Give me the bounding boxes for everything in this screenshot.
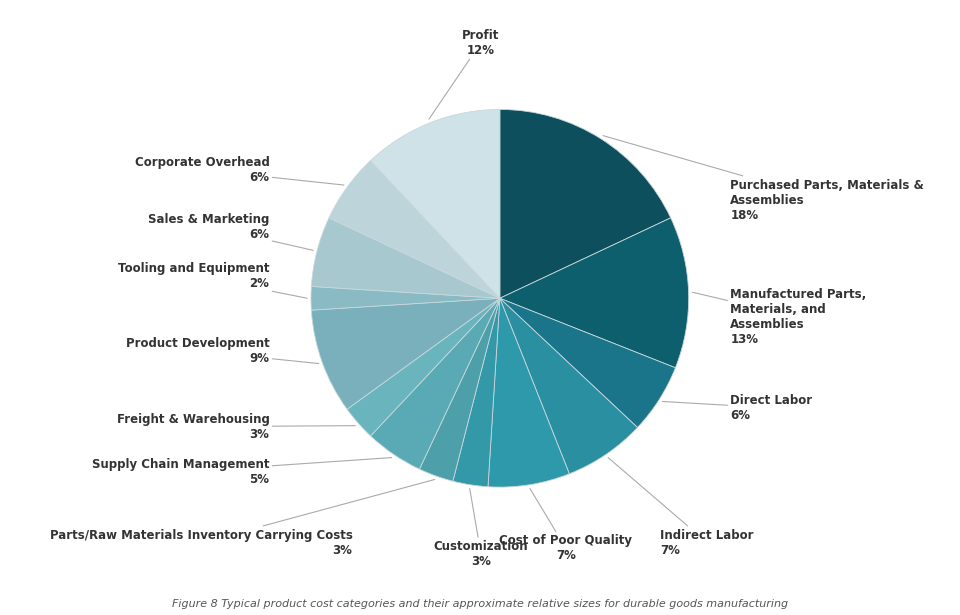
Text: Product Development
9%: Product Development 9% [126,337,319,365]
Wedge shape [500,109,671,298]
Text: Freight & Warehousing
3%: Freight & Warehousing 3% [116,413,355,441]
Wedge shape [420,298,500,481]
Wedge shape [348,298,500,436]
Wedge shape [311,218,500,298]
Text: Parts/Raw Materials Inventory Carrying Costs
3%: Parts/Raw Materials Inventory Carrying C… [50,480,435,557]
Text: Purchased Parts, Materials &
Assemblies
18%: Purchased Parts, Materials & Assemblies … [603,136,924,221]
Wedge shape [371,109,500,298]
Wedge shape [453,298,500,486]
Text: Customization
3%: Customization 3% [434,488,528,568]
Text: Indirect Labor
7%: Indirect Labor 7% [608,458,754,557]
Text: Sales & Marketing
6%: Sales & Marketing 6% [148,213,313,250]
Wedge shape [371,298,500,469]
Wedge shape [500,218,688,368]
Wedge shape [500,298,676,427]
Wedge shape [488,298,569,487]
Wedge shape [311,298,500,409]
Text: Cost of Poor Quality
7%: Cost of Poor Quality 7% [499,488,633,562]
Text: Tooling and Equipment
2%: Tooling and Equipment 2% [118,261,307,298]
Text: Supply Chain Management
5%: Supply Chain Management 5% [92,458,392,486]
Wedge shape [500,298,637,474]
Wedge shape [329,161,500,298]
Text: Direct Labor
6%: Direct Labor 6% [662,394,812,422]
Text: Profit
12%: Profit 12% [429,28,499,119]
Text: Figure 8 Typical product cost categories and their approximate relative sizes fo: Figure 8 Typical product cost categories… [172,599,788,609]
Wedge shape [311,287,500,310]
Text: Manufactured Parts,
Materials, and
Assemblies
13%: Manufactured Parts, Materials, and Assem… [692,288,867,346]
Text: Corporate Overhead
6%: Corporate Overhead 6% [134,156,344,185]
